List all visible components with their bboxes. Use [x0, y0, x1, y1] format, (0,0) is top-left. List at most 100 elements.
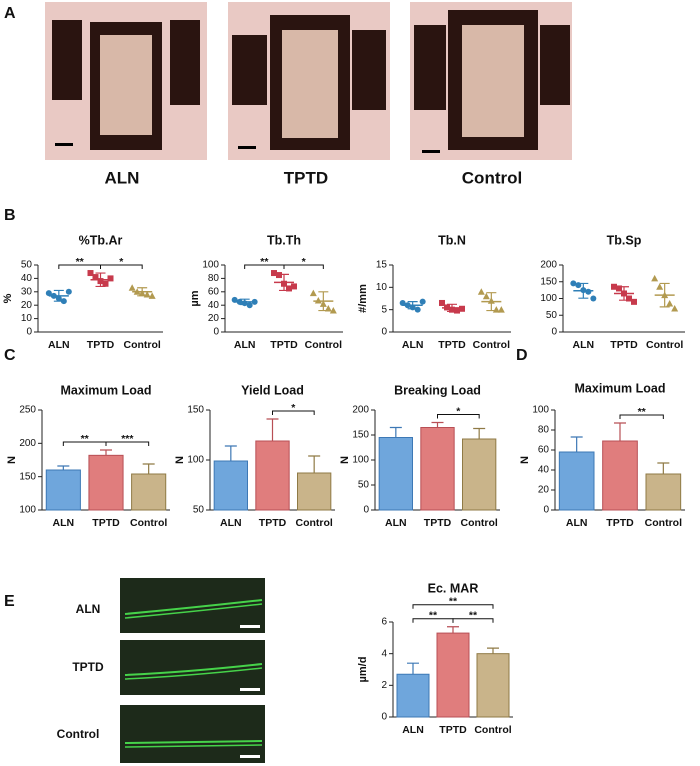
- y-tick-label: 4: [381, 648, 387, 659]
- significance-label: *: [291, 402, 296, 414]
- data-point: [671, 305, 679, 312]
- y-tick-label: 50: [546, 310, 558, 321]
- y-tick-label: 0: [26, 327, 32, 338]
- data-point: [45, 290, 52, 297]
- significance-label: **: [638, 406, 647, 418]
- y-tick-label: 10: [21, 313, 33, 324]
- error-bar: [578, 282, 589, 299]
- data-point: [107, 275, 114, 282]
- y-axis-label: µm: [189, 290, 201, 306]
- chart-title: %Tb.Ar: [79, 233, 123, 247]
- error-bar: [137, 287, 148, 297]
- chart-title: Maximum Load: [61, 383, 152, 397]
- significance-bracket: [105, 441, 150, 446]
- significance-bracket: [412, 604, 494, 609]
- data-point: [666, 300, 674, 307]
- y-axis-label: #/mm: [357, 284, 369, 313]
- x-tick-label: TPTD: [259, 517, 287, 529]
- y-tick-label: 100: [187, 455, 204, 466]
- y-axis-label: N: [6, 456, 18, 464]
- x-tick-label: ALN: [573, 339, 595, 351]
- data-point: [454, 307, 460, 314]
- significance-label: **: [469, 610, 478, 622]
- chart-title: Tb.N: [438, 233, 466, 247]
- bar: [436, 632, 470, 718]
- image-aln: [120, 578, 265, 633]
- data-point: [128, 284, 136, 291]
- y-axis-label: N: [519, 456, 531, 464]
- significance-bracket: [619, 414, 664, 419]
- bar: [558, 451, 595, 511]
- error-bar: [389, 426, 402, 438]
- y-tick-label: 150: [187, 405, 204, 416]
- x-tick-label: ALN: [234, 339, 256, 351]
- significance-bracket: [283, 264, 324, 270]
- fluorescence-images: [120, 578, 265, 763]
- bar: [420, 427, 455, 511]
- data-point: [459, 305, 465, 312]
- significance-label: **: [81, 433, 90, 445]
- error-bar: [486, 292, 497, 312]
- y-tick-label: 0: [363, 505, 369, 516]
- data-point: [482, 292, 490, 300]
- data-point: [309, 289, 317, 297]
- y-tick-label: 150: [19, 471, 36, 482]
- bar: [396, 673, 430, 718]
- data-point: [477, 288, 485, 295]
- error-bar: [407, 301, 418, 310]
- x-tick-label: ALN: [402, 339, 424, 351]
- image-caption: TPTD: [284, 168, 328, 187]
- bar: [645, 473, 682, 511]
- error-bar: [407, 662, 419, 675]
- chart-title: Maximum Load: [575, 381, 666, 395]
- error-bar: [100, 449, 112, 456]
- y-tick-label: 50: [21, 260, 33, 271]
- data-point: [291, 283, 297, 290]
- x-tick-label: TPTD: [87, 339, 115, 351]
- data-point: [286, 285, 292, 292]
- x-tick-label: Control: [461, 517, 498, 529]
- bar: [462, 438, 497, 511]
- error-bar: [318, 291, 329, 312]
- y-tick-label: 50: [193, 505, 205, 516]
- x-tick-label: Control: [645, 517, 682, 529]
- data-point: [314, 297, 322, 304]
- error-bar: [431, 421, 444, 428]
- significance-label: ***: [121, 433, 134, 445]
- y-tick-label: 0: [381, 327, 387, 338]
- error-bar: [659, 282, 670, 308]
- significance-bracket: [272, 410, 315, 415]
- significance-bracket: [437, 414, 480, 419]
- image-caption: ALN: [76, 602, 101, 616]
- data-point: [656, 283, 664, 290]
- x-tick-label: ALN: [402, 724, 424, 736]
- x-tick-label: Control: [296, 517, 333, 529]
- data-point: [439, 299, 445, 306]
- significance-label: **: [76, 256, 85, 268]
- x-tick-label: TPTD: [606, 517, 634, 529]
- image-caption: TPTD: [72, 660, 104, 674]
- error-bar: [239, 298, 250, 306]
- y-axis-label: N: [174, 456, 186, 464]
- x-tick-label: TPTD: [439, 724, 467, 736]
- y-tick-label: 60: [538, 445, 550, 456]
- x-tick-label: ALN: [566, 517, 588, 529]
- data-point: [329, 307, 337, 314]
- image-control: [120, 705, 265, 763]
- x-tick-label: Control: [474, 724, 511, 736]
- panel-label: C: [4, 347, 16, 364]
- x-tick-label: Control: [124, 339, 161, 351]
- error-bar: [657, 462, 670, 474]
- histology-images: [45, 2, 572, 160]
- data-point: [271, 270, 277, 277]
- panel-label: E: [4, 593, 15, 610]
- x-tick-label: ALN: [220, 517, 242, 529]
- chart-title: Breaking Load: [394, 383, 481, 397]
- y-tick-label: 30: [21, 286, 33, 297]
- y-tick-label: 40: [208, 300, 220, 311]
- error-bar: [447, 626, 459, 634]
- error-bar: [447, 303, 457, 313]
- error-bar: [473, 427, 486, 439]
- significance-label: **: [429, 610, 438, 622]
